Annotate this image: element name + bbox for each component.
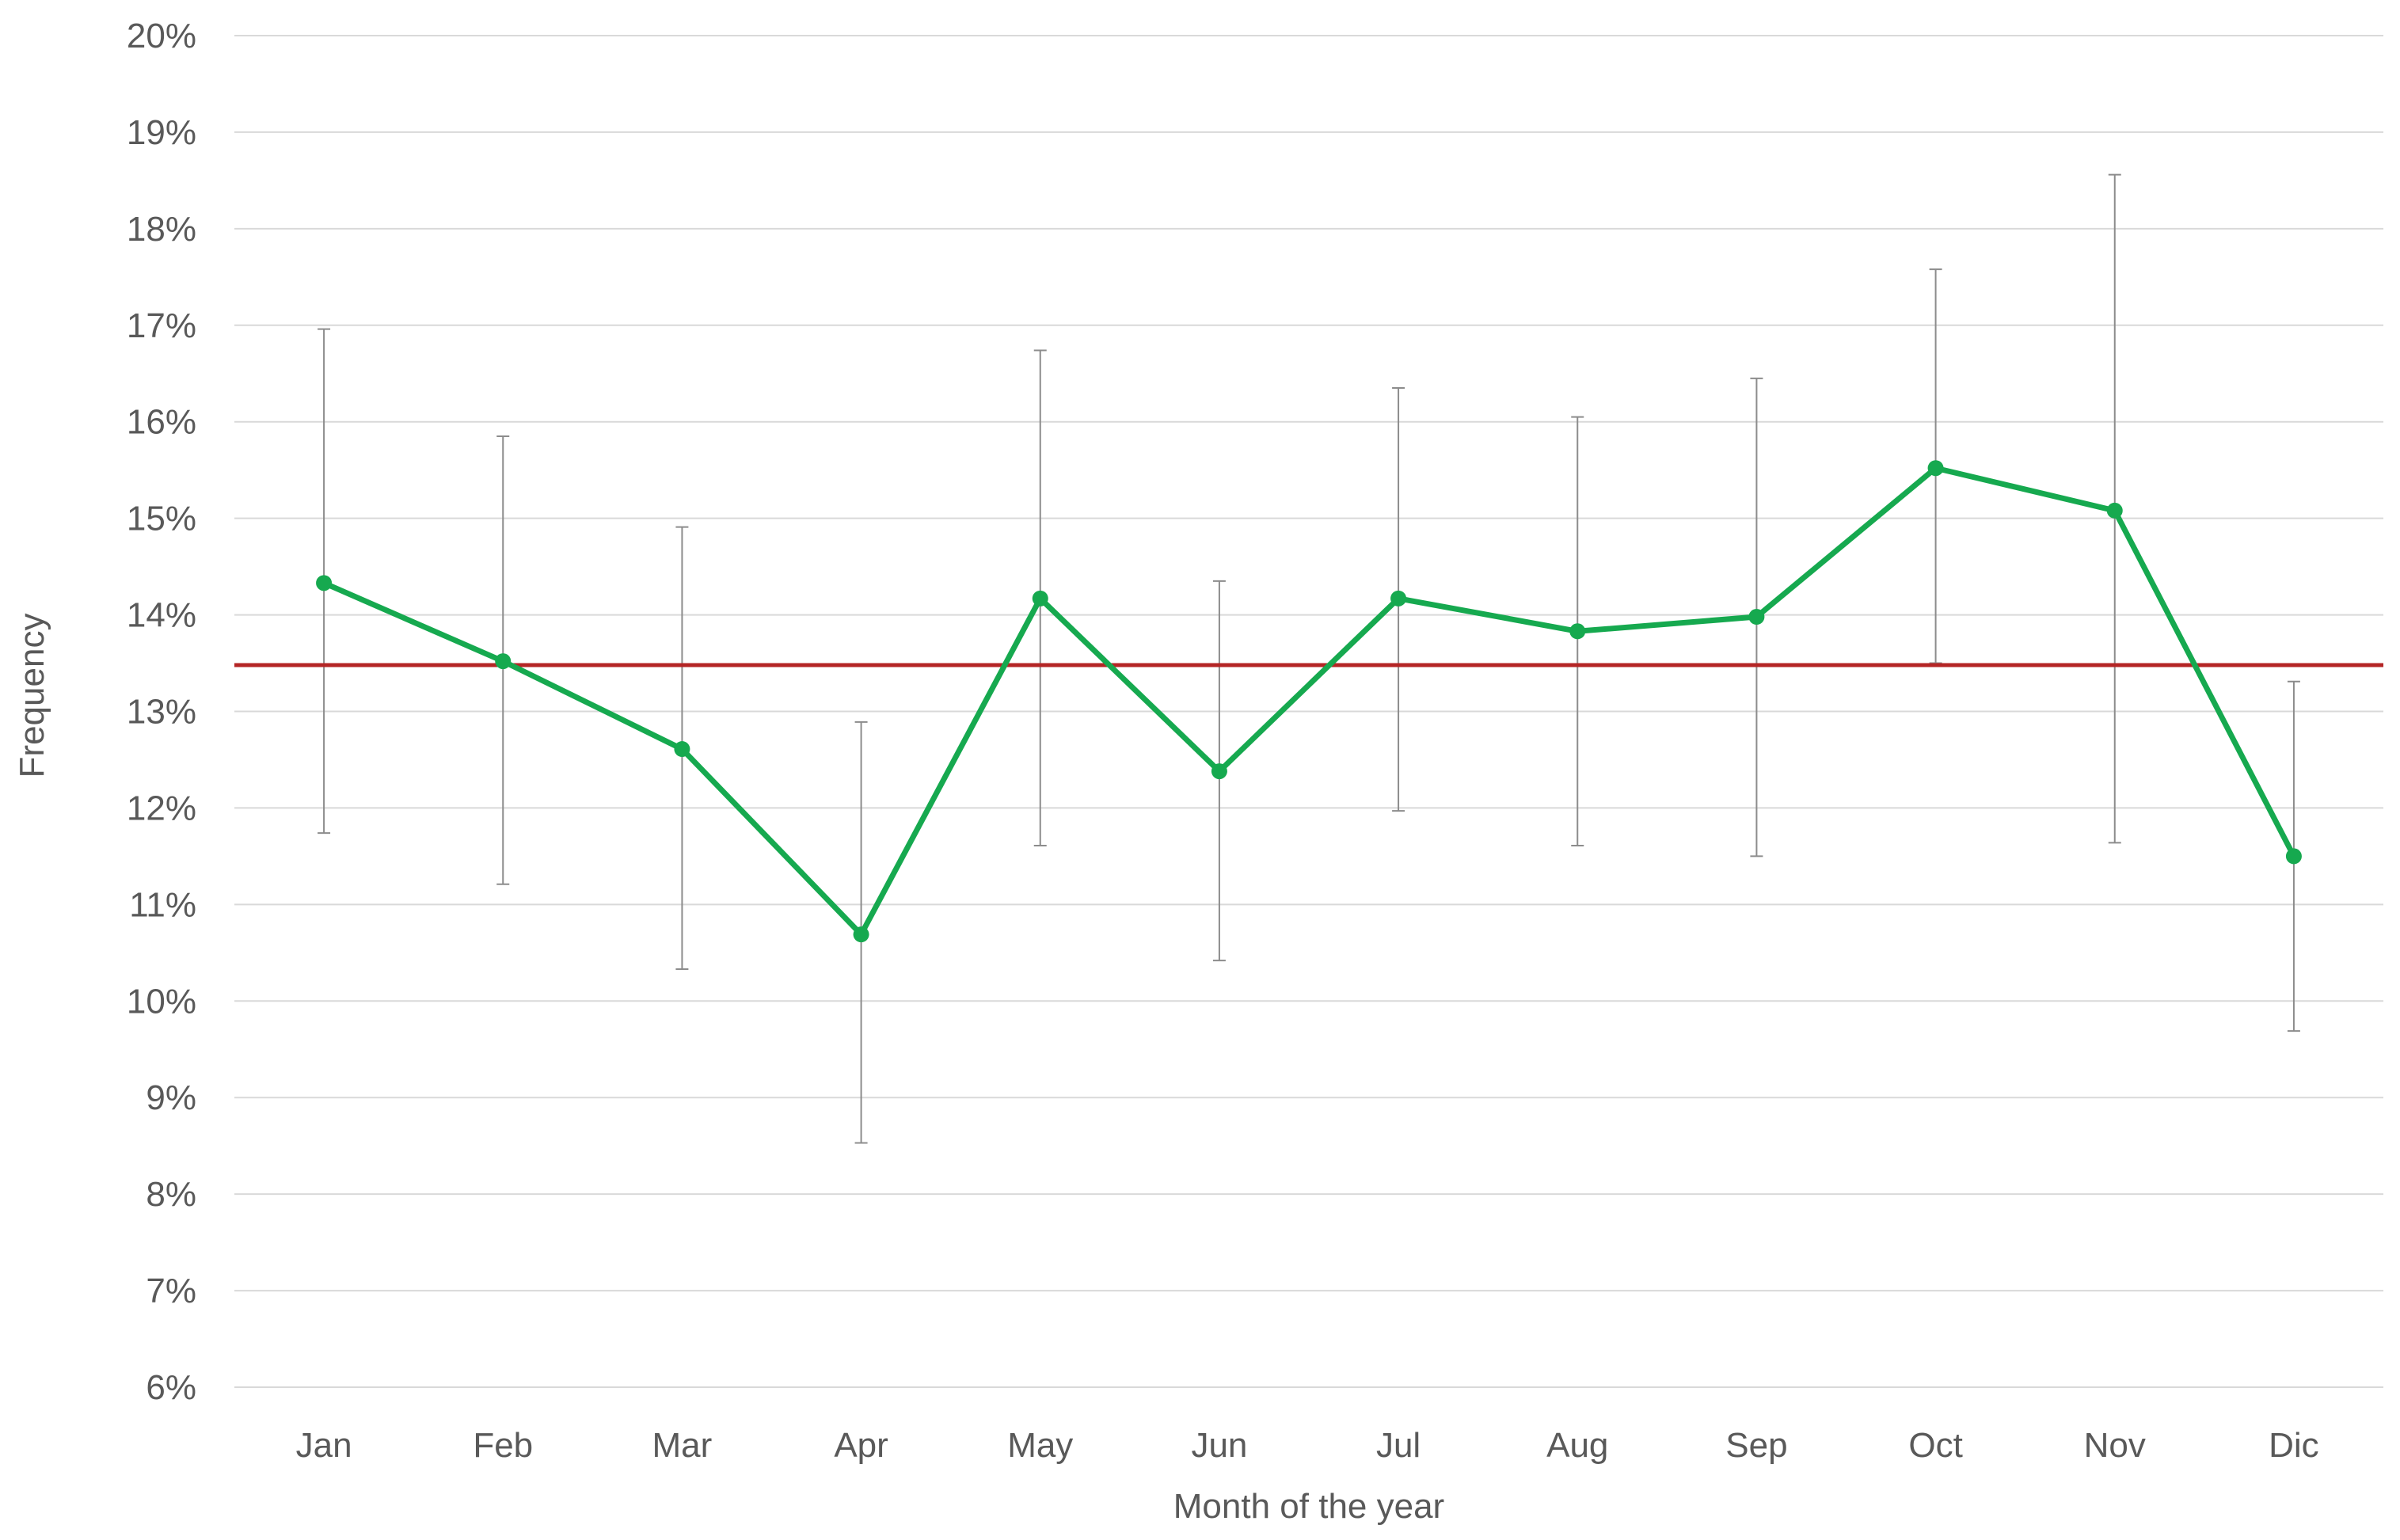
axis-titles: Month of the year Frequency — [13, 614, 1444, 1526]
y-tick-label: 6% — [146, 1368, 196, 1407]
x-tick-label: Jun — [1191, 1426, 1247, 1465]
data-point — [495, 653, 512, 670]
x-tick-label: Jan — [296, 1426, 352, 1465]
y-tick-label: 15% — [127, 500, 196, 538]
data-point — [1569, 623, 1586, 640]
y-tick-label: 9% — [146, 1078, 196, 1117]
y-tick-label: 18% — [127, 210, 196, 249]
error-bars — [318, 173, 2300, 1144]
x-axis-title: Month of the year — [1173, 1487, 1444, 1526]
y-tick-label: 7% — [146, 1272, 196, 1310]
data-point — [2106, 502, 2123, 519]
x-tick-label: Nov — [2084, 1426, 2146, 1465]
x-tick-label: Sep — [1725, 1426, 1787, 1465]
data-point — [1390, 590, 1407, 606]
data-point — [2285, 848, 2302, 865]
data-point — [1032, 590, 1048, 606]
data-point — [1927, 460, 1944, 477]
y-tick-label: 8% — [146, 1175, 196, 1214]
x-tick-label: Feb — [473, 1426, 533, 1465]
data-point — [674, 741, 690, 758]
x-tick-label: Jul — [1376, 1426, 1421, 1465]
y-axis-tick-labels: 6% 7% 8% 9% 10% 11% 12% 13% 14% 15% 16% 17% 18% 19% 20… — [127, 17, 196, 1407]
y-tick-label: 12% — [127, 789, 196, 827]
data-point — [1211, 763, 1227, 780]
data-point — [853, 926, 869, 943]
x-tick-label: May — [1007, 1426, 1073, 1465]
y-tick-label: 19% — [127, 113, 196, 152]
y-tick-label: 20% — [127, 17, 196, 55]
x-tick-label: Oct — [1908, 1426, 1962, 1465]
y-tick-label: 10% — [127, 982, 196, 1021]
data-point — [1748, 609, 1765, 626]
y-tick-label: 16% — [127, 403, 196, 442]
y-tick-label: 17% — [127, 306, 196, 345]
data-point — [316, 575, 333, 591]
y-tick-label: 11% — [129, 885, 196, 924]
y-tick-label: 14% — [127, 596, 196, 635]
x-tick-label: Aug — [1546, 1426, 1608, 1465]
series-line — [321, 465, 2297, 937]
x-axis-tick-labels: Jan Feb Mar Apr May Jun Jul Aug Sep Oct Nov Dic — [296, 1426, 2319, 1465]
y-axis-title: Frequency — [13, 614, 51, 778]
x-tick-label: Dic — [2269, 1426, 2319, 1465]
gridlines — [234, 35, 2383, 1388]
x-tick-label: Mar — [652, 1426, 713, 1465]
x-tick-label: Apr — [834, 1426, 888, 1465]
series — [316, 460, 2302, 943]
y-tick-label: 13% — [127, 693, 196, 732]
